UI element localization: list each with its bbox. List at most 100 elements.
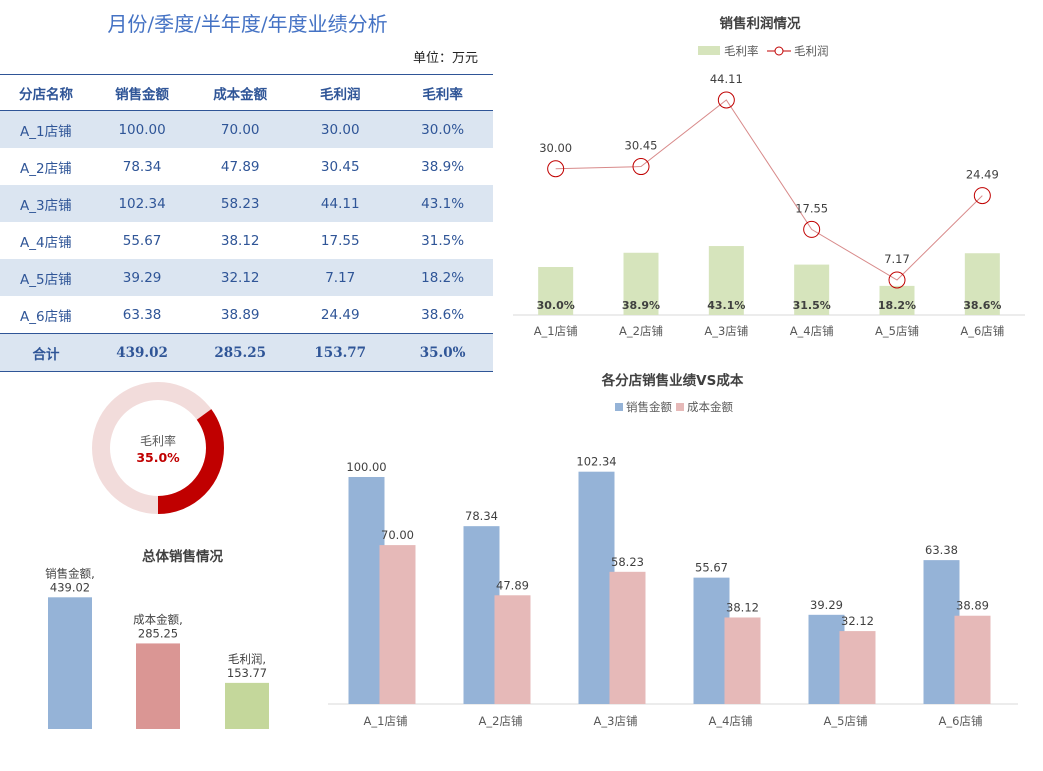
- bar-sales: [693, 577, 730, 704]
- overall-chart-title: 总体销售情况: [142, 549, 223, 565]
- point-label-gross-profit: 7.17: [884, 252, 910, 266]
- column-header: 分店名称: [0, 74, 93, 111]
- donut-filled: [92, 382, 224, 514]
- bar-cost: [724, 617, 761, 704]
- table-row: A_5店铺 39.29 32.12 7.17 18.2%: [0, 259, 493, 296]
- bar-cost: [494, 595, 531, 704]
- bar-margin-rate: [794, 264, 830, 315]
- table-row: A_3店铺 102.34 58.23 44.11 43.1%: [0, 185, 493, 222]
- table-row: A_4店铺 55.67 38.12 17.55 31.5%: [0, 222, 493, 259]
- bar-cost: [839, 631, 876, 704]
- point-label-gross-profit: 17.55: [795, 201, 828, 215]
- x-tick-label: A_1店铺: [364, 714, 408, 728]
- table-cell: A_1店铺: [0, 110, 93, 148]
- unit-label: 单位：万元: [412, 51, 478, 66]
- bar-cost: [609, 571, 646, 704]
- point-gross-profit: [973, 187, 991, 205]
- bar-label-sales: 63.38: [925, 543, 958, 557]
- table-cell: A_2店铺: [20, 160, 72, 177]
- table-header-row: 分店名称 销售金额 成本金额 毛利润 毛利率: [0, 74, 493, 111]
- legend-label-cost: 成本金额: [687, 400, 733, 414]
- legend-label-sales: 销售金额: [626, 400, 672, 414]
- column-header: 成本金额: [192, 74, 289, 111]
- bar-margin-rate: [623, 252, 659, 315]
- x-tick-label: A_3店铺: [704, 324, 748, 338]
- table-cell: A_5店铺: [0, 259, 93, 296]
- table-cell: 38.89: [220, 306, 260, 323]
- column-header: 毛利率: [392, 74, 493, 111]
- donut-center-value: 35.0%: [136, 450, 180, 465]
- profit-chart: 毛利率 毛利润 30.0% A_1店铺 38.9% A_2店铺 43.1% A_3店铺 31.5…: [513, 44, 1025, 338]
- table-cell: A_6店铺: [20, 308, 72, 325]
- profit-chart-title: 销售利润情况: [719, 16, 801, 32]
- bar-label-cost: 47.89: [496, 578, 529, 592]
- legend-marker-gross-profit: [774, 46, 784, 56]
- bar-label-cost: 70.00: [381, 528, 414, 542]
- table-cell: 44.11: [288, 185, 393, 222]
- point-gross-profit: [888, 271, 906, 289]
- bar-label-overall-value: 285.25: [138, 626, 178, 640]
- x-tick-label: A_6店铺: [939, 714, 983, 728]
- table-cell: 63.38: [122, 306, 162, 323]
- table-row: A_1店铺 100.00 70.00 30.00 30.0%: [0, 110, 493, 148]
- bar-label-overall-value: 439.02: [50, 580, 90, 594]
- x-tick-label: A_3店铺: [594, 714, 638, 728]
- table-cell: 153.77: [288, 333, 393, 372]
- bar-label-margin-rate: 18.2%: [878, 299, 916, 312]
- bar-label-cost: 58.23: [611, 555, 644, 569]
- table-cell: 43.1%: [392, 185, 493, 222]
- bar-cost: [379, 545, 416, 704]
- bar-overall: [48, 597, 92, 729]
- table-cell: 30.00: [288, 110, 393, 148]
- bar-margin-rate: [708, 246, 744, 315]
- table-row: A_6店铺 63.38 38.89 24.49 38.6%: [0, 296, 493, 334]
- bar-label-cost: 38.89: [956, 599, 989, 613]
- bar-label-sales: 39.29: [810, 598, 843, 612]
- bar-margin-rate: [964, 253, 1000, 315]
- table-total-row: 合计 439.02 285.25 153.77 35.0%: [0, 333, 493, 372]
- point-label-gross-profit: 30.00: [539, 141, 572, 155]
- bar-label-margin-rate: 43.1%: [707, 299, 745, 312]
- x-tick-label: A_5店铺: [824, 714, 868, 728]
- legend-label-gross-profit: 毛利润: [794, 44, 829, 58]
- table-cell: 32.12: [192, 259, 289, 296]
- table-cell: 38.12: [220, 232, 260, 249]
- table-cell: 合计: [0, 333, 93, 372]
- line-gross-profit: [555, 99, 983, 281]
- legend-swatch-sales: [615, 403, 623, 411]
- bar-label-sales: 55.67: [695, 561, 728, 575]
- x-tick-label: A_6店铺: [960, 324, 1004, 338]
- table-cell: 100.00: [92, 110, 193, 148]
- bar-label-overall-name: 销售金额,: [45, 566, 95, 580]
- table-cell: 35.0%: [392, 333, 493, 372]
- donut-center-label: 毛利率: [140, 433, 176, 448]
- table-cell: A_4店铺: [20, 234, 72, 251]
- table-cell: 24.49: [320, 306, 360, 323]
- bar-sales: [348, 477, 385, 704]
- margin-donut-chart: 毛利率 35.0%: [92, 382, 224, 514]
- table-cell: 55.67: [122, 232, 162, 249]
- table-cell: 38.9%: [421, 158, 465, 175]
- legend-swatch-cost: [676, 403, 684, 411]
- table-cell: 31.5%: [421, 232, 465, 249]
- bar-sales: [463, 526, 500, 704]
- page-title: 月份/季度/半年度/年度业绩分析: [107, 12, 388, 36]
- table-cell: 17.55: [320, 232, 360, 249]
- x-tick-label: A_2店铺: [479, 714, 523, 728]
- bar-sales: [923, 560, 960, 704]
- legend-swatch-margin-rate: [698, 46, 720, 55]
- table-cell: 7.17: [288, 259, 393, 296]
- bar-label-margin-rate: 30.0%: [537, 299, 575, 312]
- bar-label-margin-rate: 38.6%: [963, 299, 1001, 312]
- x-tick-label: A_4店铺: [790, 324, 834, 338]
- table-cell: 38.6%: [421, 306, 465, 323]
- table-cell: 439.02: [92, 333, 193, 372]
- point-gross-profit: [547, 160, 565, 178]
- column-header: 毛利润: [288, 74, 393, 111]
- table-cell: 30.0%: [392, 110, 493, 148]
- bar-label-cost: 38.12: [726, 600, 759, 614]
- performance-table: 分店名称 销售金额 成本金额 毛利润 毛利率 A_1店铺 100.00 70.0…: [0, 74, 493, 372]
- table-cell: A_3店铺: [0, 185, 93, 222]
- point-gross-profit: [632, 158, 650, 176]
- x-tick-label: A_4店铺: [709, 714, 753, 728]
